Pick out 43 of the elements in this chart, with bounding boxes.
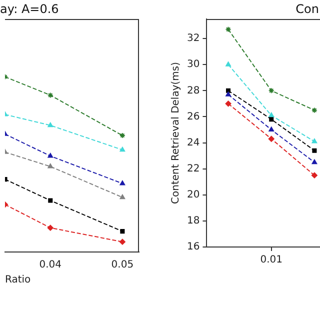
y-tick-label: 28	[186, 85, 200, 96]
point	[312, 138, 318, 144]
point	[226, 62, 231, 66]
point	[48, 164, 54, 168]
point	[268, 112, 274, 118]
point	[48, 198, 53, 203]
point	[268, 136, 274, 142]
point	[312, 148, 317, 153]
point	[312, 159, 318, 164]
point	[120, 180, 126, 186]
point	[48, 152, 54, 158]
y-tick-label: 32	[186, 33, 200, 44]
chart-title: Con	[296, 2, 319, 16]
y-tick-label: 18	[186, 216, 200, 227]
point	[269, 117, 274, 122]
point	[47, 224, 54, 231]
point	[225, 100, 232, 107]
point	[311, 107, 318, 114]
y-tick-label: 22	[186, 163, 200, 174]
y-tick-label: 20	[186, 189, 200, 200]
point	[268, 88, 274, 94]
y-tick-label: 16	[186, 242, 200, 253]
point	[48, 122, 54, 128]
point	[119, 132, 126, 138]
point	[120, 229, 125, 234]
point	[47, 92, 54, 98]
point	[226, 92, 231, 96]
x-tick-label: 0.04	[39, 260, 62, 271]
x-tick-label: 0.01	[260, 254, 282, 266]
point	[311, 172, 318, 178]
x-tick-label: 0.05	[111, 260, 134, 271]
point	[225, 26, 232, 32]
x-axis-title: Ratio	[5, 274, 31, 286]
point	[268, 126, 274, 132]
chart-title: ay: A=0.6	[0, 2, 59, 16]
y-axis-title: Content Retrieval Delay(ms)	[170, 62, 182, 204]
y-tick-label: 24	[186, 137, 200, 148]
y-tick-label: 26	[186, 111, 200, 122]
point	[120, 146, 126, 152]
point	[120, 194, 126, 200]
point	[226, 88, 231, 93]
y-tick-label: 30	[186, 59, 200, 70]
point	[119, 238, 126, 245]
